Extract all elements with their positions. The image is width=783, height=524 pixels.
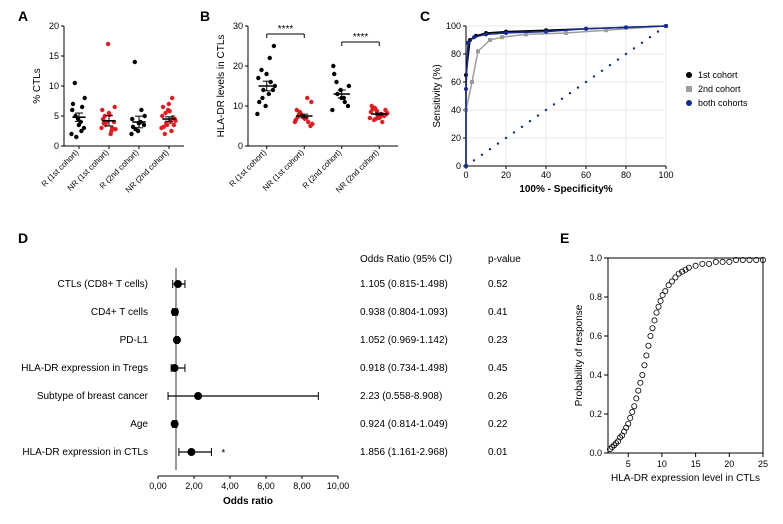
svg-text:0.22: 0.22	[488, 419, 508, 430]
svg-text:60: 60	[581, 170, 591, 180]
svg-text:0.2: 0.2	[589, 409, 602, 419]
svg-text:*: *	[221, 448, 225, 459]
svg-text:0.26: 0.26	[488, 391, 508, 402]
svg-text:5: 5	[54, 111, 59, 121]
svg-text:****: ****	[353, 32, 369, 43]
svg-text:0.918 (0.734-1.498): 0.918 (0.734-1.498)	[360, 363, 448, 374]
y-axis-label: HLA-DR levels in CTLs	[216, 35, 227, 138]
svg-text:100% - Specificity%: 100% - Specificity%	[519, 184, 612, 195]
panel-D-label: D	[18, 230, 28, 246]
svg-text:5: 5	[626, 459, 631, 469]
svg-text:Sensitivity (%): Sensitivity (%)	[432, 64, 443, 127]
svg-text:0.924 (0.814-1.049): 0.924 (0.814-1.049)	[360, 419, 448, 430]
svg-text:0.45: 0.45	[488, 363, 508, 374]
panel-C-chart: 00 20 20 40 40 60 60 80 80 100 100 100% - Specifici…	[430, 20, 770, 210]
header-p: p-value	[488, 254, 521, 265]
svg-text:20: 20	[501, 170, 511, 180]
svg-text:8,00: 8,00	[293, 481, 311, 491]
svg-text:80: 80	[451, 49, 461, 59]
svg-text:0.01: 0.01	[488, 447, 508, 458]
svg-text:10: 10	[233, 101, 243, 111]
svg-text:100: 100	[658, 170, 673, 180]
panel-A-chart: 05101520% CTLsR (1st cohort)NR (1st coho…	[30, 18, 200, 218]
svg-text:10: 10	[49, 81, 59, 91]
svg-text:0: 0	[54, 141, 59, 151]
svg-text:40: 40	[451, 105, 461, 115]
panel-D-forest: Odds Ratio (95% CI) p-value CTLs (CD8+ T c…	[10, 248, 560, 518]
svg-text:0,00: 0,00	[149, 481, 167, 491]
svg-text:40: 40	[541, 170, 551, 180]
panel-B-label: B	[200, 8, 210, 24]
svg-text:0: 0	[238, 141, 243, 151]
forest-row-label: HLA-DR expression in Tregs	[21, 363, 148, 374]
svg-text:80: 80	[621, 170, 631, 180]
panel-C-label: C	[420, 8, 430, 24]
svg-text:****: ****	[278, 24, 294, 35]
svg-text:0.23: 0.23	[488, 335, 508, 346]
svg-text:60: 60	[451, 77, 461, 87]
svg-text:0.0: 0.0	[589, 448, 602, 458]
y-axis-label: Probability of response	[574, 304, 585, 406]
svg-text:25: 25	[758, 459, 768, 469]
forest-row-label: PD-L1	[120, 335, 149, 346]
svg-text:10,00: 10,00	[327, 481, 350, 491]
svg-text:15: 15	[49, 51, 59, 61]
svg-text:2nd cohort: 2nd cohort	[698, 84, 741, 94]
svg-text:0.41: 0.41	[488, 307, 508, 318]
forest-row-label: CTLs (CD8+ T cells)	[58, 279, 148, 290]
svg-text:0: 0	[456, 161, 461, 171]
svg-text:1st cohort: 1st cohort	[698, 70, 738, 80]
x-axis-label: Odds ratio	[223, 496, 273, 507]
svg-text:R (1st cohort): R (1st cohort)	[228, 148, 269, 189]
svg-text:4,00: 4,00	[221, 481, 239, 491]
svg-text:10: 10	[657, 459, 667, 469]
svg-text:0.4: 0.4	[589, 370, 602, 380]
svg-text:1.052 (0.969-1.142): 1.052 (0.969-1.142)	[360, 335, 448, 346]
forest-row-label: HLA-DR expression in CTLs	[22, 447, 148, 458]
svg-text:0.52: 0.52	[488, 279, 508, 290]
svg-text:2.23 (0.558-8.908): 2.23 (0.558-8.908)	[360, 391, 442, 402]
svg-text:0: 0	[463, 170, 468, 180]
svg-text:20: 20	[451, 133, 461, 143]
svg-text:20: 20	[233, 61, 243, 71]
svg-text:15: 15	[691, 459, 701, 469]
svg-text:6,00: 6,00	[257, 481, 275, 491]
forest-row-label: Subtype of breast cancer	[37, 391, 149, 402]
svg-text:100: 100	[446, 21, 461, 31]
forest-row-label: CD4+ T cells	[91, 307, 148, 318]
panel-E-label: E	[560, 230, 569, 246]
forest-row-label: Age	[130, 419, 148, 430]
svg-text:1.105 (0.815-1.498): 1.105 (0.815-1.498)	[360, 279, 448, 290]
x-axis-label: HLA-DR expression level in CTLs	[611, 473, 760, 484]
svg-text:2,00: 2,00	[185, 481, 203, 491]
svg-text:0.938 (0.804-1.093): 0.938 (0.804-1.093)	[360, 307, 448, 318]
svg-text:0.8: 0.8	[589, 292, 602, 302]
svg-text:both cohorts: both cohorts	[698, 98, 748, 108]
panel-E-chart: 5 10 15 20 25 0.0 0.2 0.4 0.6 0.8 1.0 HLA-DR expres…	[572, 250, 777, 510]
svg-text:1.0: 1.0	[589, 253, 602, 263]
panel-A-label: A	[18, 8, 28, 24]
svg-text:1.856 (1.161-2.968): 1.856 (1.161-2.968)	[360, 447, 448, 458]
panel-B-chart: 0 10 20 30 HLA-DR levels in CTLsR (1st cohor…	[210, 18, 410, 218]
y-axis-label: % CTLs	[32, 68, 43, 104]
svg-text:30: 30	[233, 21, 243, 31]
svg-text:20: 20	[724, 459, 734, 469]
header-or: Odds Ratio (95% CI)	[360, 254, 452, 265]
svg-text:0.6: 0.6	[589, 331, 602, 341]
svg-text:20: 20	[49, 21, 59, 31]
